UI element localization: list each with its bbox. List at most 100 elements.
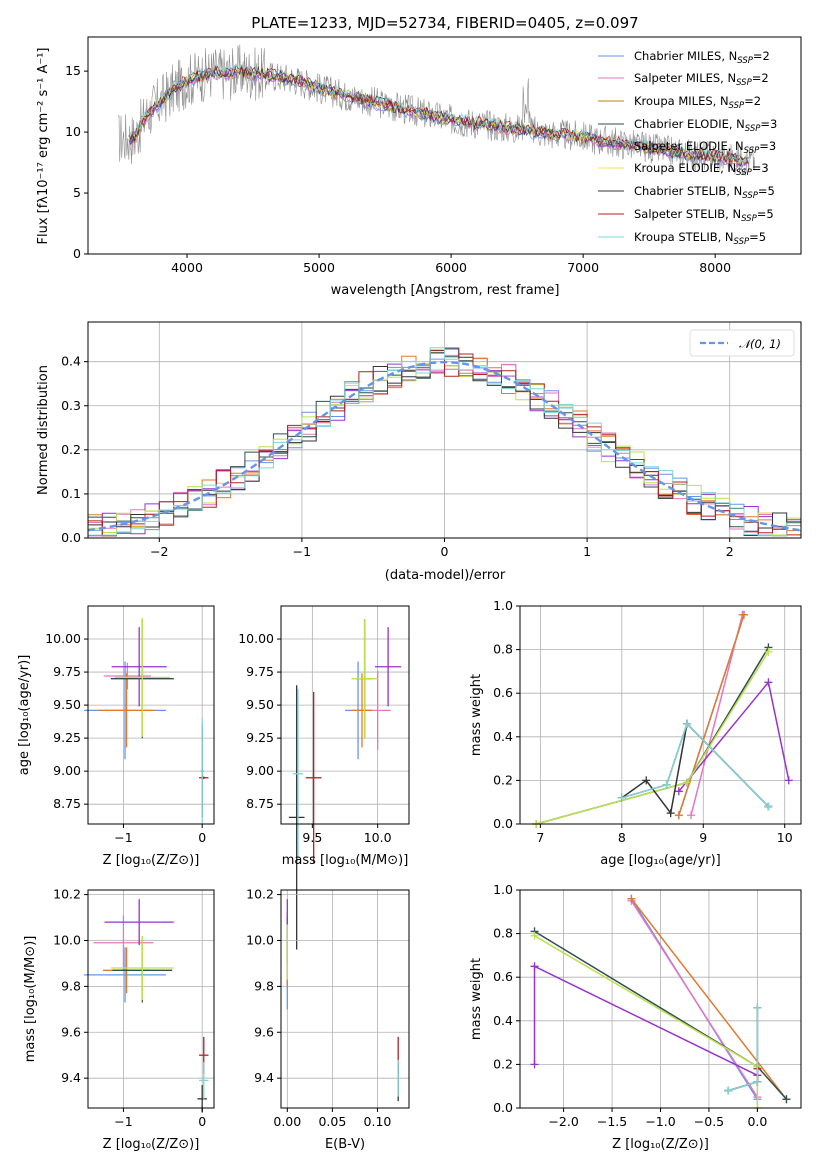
mass-weight-line <box>678 614 745 816</box>
spectrum-plot-area <box>118 44 756 176</box>
legend-label-suffix: =2 <box>753 49 770 63</box>
panel-y-tick-label: 10.00 <box>238 631 274 646</box>
mass-weight-marker <box>764 802 773 811</box>
panel-x-tick-label: 0.0 <box>747 1114 767 1129</box>
panel-x-tick-label: −1 <box>114 1114 132 1129</box>
legend-label-sub: SSP <box>745 124 761 134</box>
mass-weight-marker <box>530 1060 539 1069</box>
histogram-x-tick-label: 2 <box>726 544 734 559</box>
legend-label-prefix: Kroupa ELODIE, N <box>634 161 736 175</box>
panel-y-tick-label: 0.6 <box>493 969 513 984</box>
panel-x-tick-label: 0.05 <box>318 1114 346 1129</box>
panel-x-tick-label: 0 <box>198 830 206 845</box>
panel-x-tick-label: 7 <box>536 830 544 845</box>
panel-y-tick-label: 8.75 <box>53 796 81 811</box>
legend-label-prefix: Kroupa MILES, N <box>634 94 729 108</box>
mass-weight-marker <box>617 793 626 802</box>
panel-x-tick-label: 0.00 <box>273 1114 301 1129</box>
legend-label-sub: SSP <box>737 56 753 66</box>
legend-label-sub: SSP <box>729 101 745 111</box>
panel-axes-frame <box>280 605 410 825</box>
panel-axes-frame <box>280 889 410 1109</box>
mass-weight-line <box>728 1007 759 1092</box>
mass-weight-marker <box>764 647 773 656</box>
spectrum-x-tick-label: 7000 <box>567 260 599 275</box>
panel-y-tick-label: 0.0 <box>493 816 513 831</box>
histogram-legend: 𝒩(0, 1) <box>689 329 795 357</box>
legend-label-sub: SSP <box>744 146 760 156</box>
spectrum-axes-frame <box>87 36 802 255</box>
histogram-y-ticks: 0.0 0.1 0.2 0.3 0.4 <box>61 354 88 545</box>
panel-y-tick-label: 10.0 <box>53 932 81 947</box>
legend-label: Kroupa STELIB, NSSP=5 <box>634 230 766 247</box>
mass-weight-line <box>536 647 770 825</box>
histogram-step-line <box>88 347 801 537</box>
panel-y-tick-label: 9.25 <box>53 730 81 745</box>
histogram-y-tick-label: 0.0 <box>61 530 81 545</box>
legend-label-prefix: Salpeter STELIB, N <box>634 207 741 221</box>
panel-y-label: mass weight <box>469 674 484 756</box>
panel-x-label: age [log₁₀(age/yr)] <box>600 853 721 868</box>
panel-x-tick-label: −1.5 <box>597 1114 627 1129</box>
legend-entry-kroupa-miles: Kroupa MILES, NSSP=2 <box>598 94 761 111</box>
legend-entry-salpeter-stelib: Salpeter STELIB, NSSP=5 <box>598 207 774 224</box>
panel-y-label: mass [log₁₀(M/M⊙)] <box>23 936 38 1063</box>
mass-weight-line <box>621 722 769 808</box>
mass-weight-marker <box>666 809 675 818</box>
legend-label: Chabrier MILES, NSSP=2 <box>634 49 770 66</box>
panel-y-tick-label: 9.75 <box>53 664 81 679</box>
panel-y-tick-label: 9.50 <box>53 697 81 712</box>
histogram-x-tick-label: 1 <box>583 544 591 559</box>
panel-y-tick-label: 9.6 <box>254 1024 274 1039</box>
histogram-y-tick-label: 0.4 <box>61 354 81 369</box>
panel-y-tick-label: 0.2 <box>493 1056 513 1071</box>
legend-label-suffix: =3 <box>759 139 776 153</box>
legend-label-sub: SSP <box>734 237 750 247</box>
panel-y-tick-label: 1.0 <box>493 598 513 613</box>
spectrum-y-tick-label: 0 <box>73 246 81 261</box>
panel-x-tick-label: 10.0 <box>364 830 392 845</box>
age-vs-mass-panel: 9.5 10.0 8.75 9.00 9.25 9.50 9.75 10.00 mass [lo… <box>238 605 410 950</box>
mass-weight-marker <box>682 778 691 787</box>
legend-entry-kroupa-stelib: Kroupa STELIB, NSSP=5 <box>598 230 766 247</box>
panel-x-tick-label: 9 <box>699 830 707 845</box>
mass-weight-line <box>728 1068 759 1092</box>
panel-x-label: Z [log₁₀(Z/Z⊙)] <box>612 1137 709 1152</box>
spectrum-y-tick-label: 5 <box>73 185 81 200</box>
mass-weight-marker <box>753 1077 762 1086</box>
mass-vs-ebv-panel: 0.00 0.05 0.10 9.4 9.6 9.8 10.0 10.2 E(B-V) <box>246 887 410 1152</box>
panel-y-tick-label: 9.4 <box>61 1070 81 1085</box>
panel-axes-frame <box>519 605 802 825</box>
panel-y-tick-label: 9.8 <box>61 978 81 993</box>
mass-weight-marker <box>662 780 671 789</box>
gaussian-reference-curve <box>87 360 802 532</box>
mass-weight-marker <box>782 1095 791 1104</box>
panel-x-tick-label: −0.5 <box>694 1114 724 1129</box>
mass-weight-line <box>728 1007 759 1092</box>
mass-weight-marker <box>674 787 683 796</box>
gaussian-legend-label: 𝒩(0, 1) <box>739 337 781 351</box>
legend-label-prefix: Salpeter MILES, N <box>634 71 736 85</box>
spectrum-x-tick-label: 5000 <box>303 260 335 275</box>
legend-entry-chabrier-stelib: Chabrier STELIB, NSSP=5 <box>598 184 775 201</box>
legend-label-sub: SSP <box>741 214 757 224</box>
mass-weight-marker <box>682 719 691 728</box>
spectrum-y-label: Flux [fλ10⁻¹⁷ erg cm⁻² s⁻¹ A⁻¹] <box>36 48 51 245</box>
mass-weight-marker <box>627 894 636 903</box>
mass-weight-line <box>630 900 759 1098</box>
residual-histogram-panel: −2 −1 0 1 2 0.0 0.1 0.2 0.3 0.4 (data-model)/err… <box>36 321 802 583</box>
mass-vs-metallicity-panel: −1 0 9.4 9.6 9.8 10.0 10.2 Z [log₁₀(Z/Z⊙)] mass … <box>23 887 215 1152</box>
panel-y-tick-label: 0.8 <box>493 642 513 657</box>
panel-y-tick-label: 8.75 <box>246 796 274 811</box>
panel-x-tick-label: −1.0 <box>645 1114 675 1129</box>
spectrum-x-ticks: 4000 5000 6000 7000 8000 <box>171 254 731 275</box>
legend-entry-salpeter-miles: Salpeter MILES, NSSP=2 <box>598 71 769 88</box>
panel-y-tick-label: 10.2 <box>53 887 81 902</box>
panel-y-tick-label: 10.00 <box>45 631 81 646</box>
legend-label: Salpeter ELODIE, NSSP=3 <box>634 139 776 156</box>
mass-weight-marker <box>674 811 683 820</box>
legend-label-suffix: =3 <box>752 161 769 175</box>
mass-weight-vs-metallicity-panel: −2.0 −1.5 −1.0 −0.5 0.0 0.0 0.2 0.4 0.6 0.8 1.0 Z [… <box>469 882 802 1152</box>
panel-y-label: mass weight <box>469 958 484 1040</box>
mass-weight-line <box>536 651 770 825</box>
